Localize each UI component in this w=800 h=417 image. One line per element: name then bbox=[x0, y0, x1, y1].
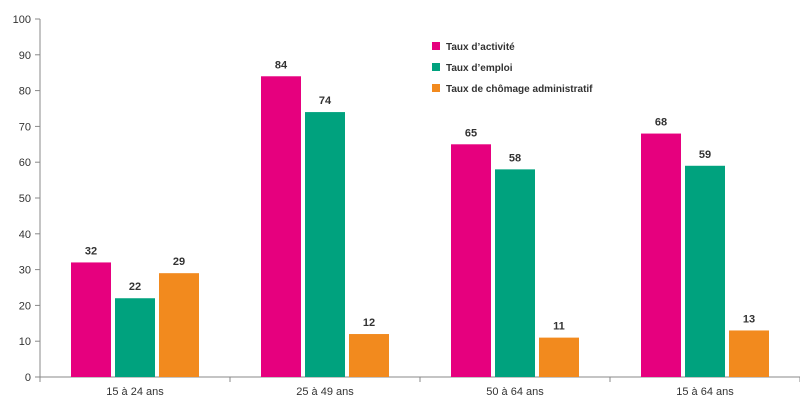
data-label: 84 bbox=[275, 59, 288, 71]
y-tick-label: 50 bbox=[19, 193, 31, 205]
bar bbox=[451, 144, 491, 377]
data-label: 12 bbox=[363, 317, 375, 329]
y-tick-label: 10 bbox=[19, 336, 31, 348]
bar bbox=[539, 337, 579, 377]
bar bbox=[159, 273, 199, 377]
bar bbox=[685, 165, 725, 377]
bar bbox=[261, 76, 301, 377]
legend-label: Taux d’emploi bbox=[446, 63, 513, 74]
data-label: 68 bbox=[655, 117, 667, 129]
data-label: 11 bbox=[553, 321, 565, 333]
data-label: 65 bbox=[465, 127, 477, 139]
y-tick-label: 80 bbox=[19, 86, 31, 98]
chart-bars bbox=[71, 76, 769, 377]
bar bbox=[349, 334, 389, 377]
bar bbox=[729, 330, 769, 377]
data-label: 13 bbox=[743, 313, 755, 325]
y-tick-label: 20 bbox=[19, 300, 31, 312]
legend-swatch bbox=[432, 63, 440, 71]
y-tick-label: 90 bbox=[19, 50, 31, 62]
legend: Taux d’activité Taux d’emploi Taux de chôm… bbox=[432, 42, 593, 95]
legend-label: Taux d’activité bbox=[446, 42, 515, 53]
y-tick-label: 100 bbox=[13, 14, 31, 26]
x-tick-label: 25 à 49 ans bbox=[296, 386, 354, 398]
legend-swatch bbox=[432, 84, 440, 92]
y-tick-label: 0 bbox=[25, 372, 31, 384]
data-label: 32 bbox=[85, 245, 97, 257]
data-label: 29 bbox=[173, 256, 185, 268]
y-tick-label: 60 bbox=[19, 157, 31, 169]
bar bbox=[71, 262, 111, 377]
data-label: 74 bbox=[319, 95, 332, 107]
data-label: 58 bbox=[509, 152, 521, 164]
y-tick-label: 40 bbox=[19, 229, 31, 241]
bar bbox=[305, 112, 345, 377]
x-tick-label: 15 à 64 ans bbox=[676, 386, 734, 398]
bar bbox=[115, 298, 155, 377]
bar bbox=[641, 133, 681, 377]
legend-swatch bbox=[432, 42, 440, 50]
data-label: 59 bbox=[699, 149, 711, 161]
legend-label: Taux de chômage administratif bbox=[446, 84, 593, 95]
x-tick-label: 50 à 64 ans bbox=[486, 386, 544, 398]
x-tick-label: 15 à 24 ans bbox=[106, 386, 164, 398]
y-axis-ticks: 0 10 20 30 40 50 60 70 80 90 100 bbox=[13, 14, 40, 384]
bar bbox=[495, 169, 535, 377]
data-labels: 32 22 29 84 74 12 65 58 11 68 59 13 bbox=[85, 59, 755, 332]
x-axis-ticks: 15 à 24 ans 25 à 49 ans 50 à 64 ans 15 à 64… bbox=[39, 377, 800, 398]
y-tick-label: 70 bbox=[19, 121, 31, 133]
y-tick-label: 30 bbox=[19, 265, 31, 277]
data-label: 22 bbox=[129, 281, 141, 293]
